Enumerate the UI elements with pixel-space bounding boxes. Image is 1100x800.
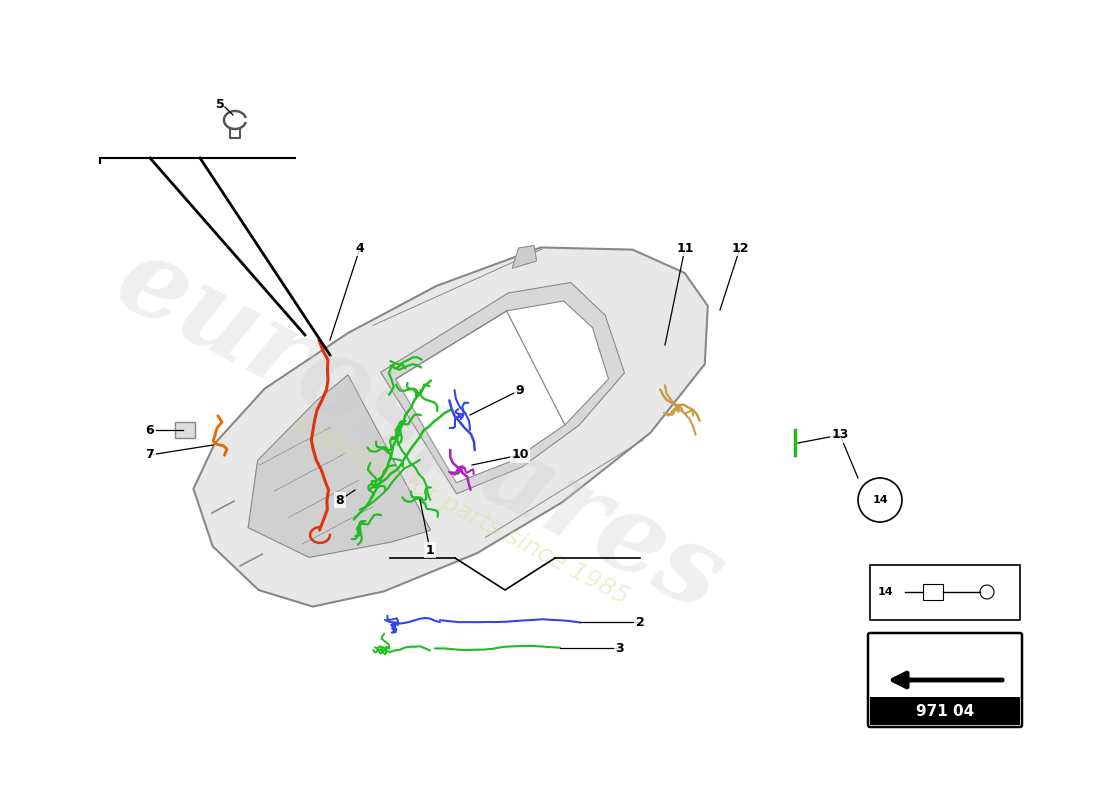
Text: 4: 4 (355, 242, 364, 254)
Text: 13: 13 (832, 429, 849, 442)
FancyBboxPatch shape (868, 633, 1022, 727)
Text: eurospares: eurospares (99, 226, 741, 634)
Text: 9: 9 (516, 383, 525, 397)
Polygon shape (381, 282, 625, 494)
FancyBboxPatch shape (870, 697, 1020, 725)
FancyBboxPatch shape (923, 584, 943, 600)
Text: 8: 8 (336, 494, 344, 506)
Text: a passion for parts since 1985: a passion for parts since 1985 (287, 410, 632, 610)
Text: 3: 3 (616, 642, 625, 654)
Text: 2: 2 (636, 615, 645, 629)
Text: 10: 10 (512, 449, 529, 462)
Text: 14: 14 (878, 587, 893, 597)
Text: 6: 6 (145, 423, 154, 437)
Text: 5: 5 (216, 98, 224, 111)
Text: 971 04: 971 04 (916, 703, 975, 718)
Text: 1: 1 (426, 543, 434, 557)
Text: 11: 11 (676, 242, 694, 254)
Polygon shape (194, 247, 707, 606)
Polygon shape (249, 375, 431, 558)
FancyBboxPatch shape (175, 422, 195, 438)
Polygon shape (513, 246, 537, 268)
Text: 12: 12 (732, 242, 749, 254)
FancyBboxPatch shape (870, 565, 1020, 620)
Text: 14: 14 (872, 495, 888, 505)
Polygon shape (396, 301, 608, 482)
Text: 7: 7 (145, 449, 154, 462)
FancyArrowPatch shape (893, 673, 1002, 687)
